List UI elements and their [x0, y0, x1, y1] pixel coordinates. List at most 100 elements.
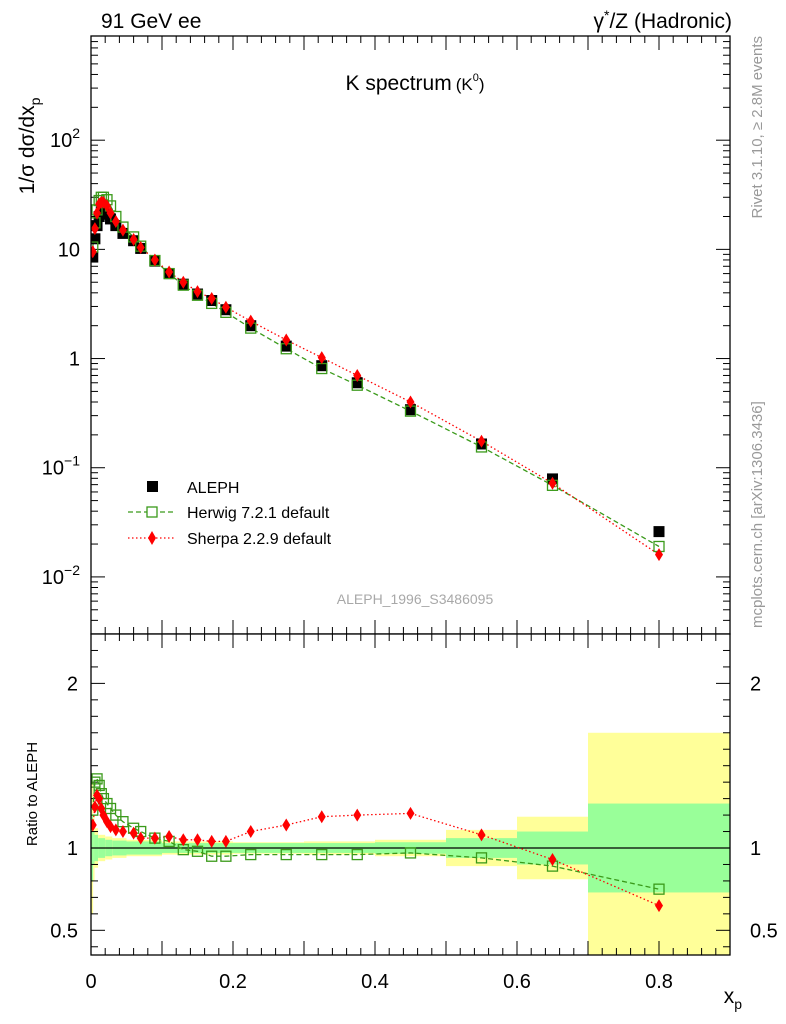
- main-point-sherpa: [106, 206, 115, 220]
- main-point-aleph: [316, 360, 328, 372]
- main-point-aleph: [351, 377, 363, 389]
- main-point-sherpa: [111, 214, 120, 228]
- main-point-sherpa: [477, 434, 486, 448]
- main-plot-background: [91, 36, 730, 634]
- ratio-point-herwig: [191, 845, 204, 857]
- x-tick-label: 0.2: [219, 971, 247, 993]
- ratio-y-tick-label: 0.5: [50, 920, 78, 942]
- main-point-sherpa: [548, 476, 557, 490]
- ratio-point-sherpa: [111, 823, 120, 837]
- main-point-sherpa: [136, 241, 145, 255]
- main-y-tick-label: 10−2: [42, 562, 80, 589]
- main-point-sherpa: [165, 265, 174, 279]
- ratio-point-sherpa: [165, 829, 174, 843]
- ratio-point-herwig: [220, 850, 232, 862]
- legend: ALEPH Herwig 7.2.1 default Sherpa 2.2.9 …: [128, 480, 332, 548]
- main-point-sherpa: [317, 351, 326, 365]
- ratio-point-sherpa: [655, 899, 663, 913]
- legend-marker-aleph: [147, 481, 158, 492]
- legend-item-herwig: Herwig 7.2.1 default: [128, 505, 330, 522]
- ratio-series-group: [91, 773, 665, 913]
- ratio-point-sherpa: [406, 806, 415, 820]
- header-left: 91 GeV ee: [101, 10, 201, 33]
- ratio-point-herwig: [316, 848, 328, 861]
- main-point-sherpa: [91, 222, 99, 236]
- ratio-point-sherpa: [548, 853, 557, 867]
- ratio-plot-frame: [90, 633, 731, 956]
- ratio-point-sherpa: [353, 808, 362, 822]
- ratio-point-herwig: [404, 847, 417, 859]
- ratio-point-sherpa: [91, 800, 99, 814]
- main-point-sherpa: [193, 285, 202, 299]
- legend-label-sherpa: Sherpa 2.2.9 default: [187, 531, 332, 548]
- main-y-tick-label: 10−1: [42, 453, 80, 480]
- ratio-point-sherpa: [136, 831, 145, 845]
- main-line-sherpa: [92, 201, 660, 556]
- main-point-sherpa: [150, 253, 159, 267]
- legend-marker-sherpa: [148, 531, 156, 545]
- ratio-point-sherpa: [150, 831, 159, 845]
- ratio-y-tick-label-right: 1: [750, 838, 761, 860]
- main-point-sherpa: [246, 314, 255, 328]
- ratio-point-herwig: [245, 848, 257, 861]
- ratio-line-herwig: [92, 777, 660, 890]
- x-tick-label: 0: [85, 971, 96, 993]
- ratio-point-sherpa: [129, 826, 138, 840]
- analysis-tag: ALEPH_1996_S3486095: [337, 591, 494, 607]
- legend-label-herwig: Herwig 7.2.1 default: [187, 505, 330, 522]
- main-point-sherpa: [179, 275, 188, 289]
- ratio-point-herwig: [93, 779, 105, 792]
- main-point-aleph: [91, 233, 101, 245]
- main-point-sherpa: [91, 245, 97, 259]
- legend-item-aleph: ALEPH: [147, 480, 239, 497]
- main-y-tick-label: 1: [69, 349, 80, 371]
- main-series-group: [91, 191, 665, 562]
- x-axis-label: xp: [724, 985, 743, 1012]
- ratio-point-herwig: [653, 883, 665, 895]
- main-point-aleph: [405, 404, 416, 416]
- ratio-point-herwig: [475, 852, 488, 864]
- header-right: γ*/Z (Hadronic): [594, 7, 732, 33]
- ratio-point-sherpa: [95, 792, 104, 806]
- ratio-point-sherpa: [477, 828, 486, 842]
- main-point-sherpa: [207, 291, 216, 305]
- main-y-tick-label: 102: [50, 125, 80, 152]
- main-point-sherpa: [353, 368, 362, 382]
- legend-label-aleph: ALEPH: [187, 480, 239, 497]
- main-point-aleph: [91, 251, 99, 263]
- main-point-sherpa: [282, 333, 291, 347]
- ratio-plot-panel: 0 0.2 0.4 0.6 0.8 0.5 0.5 1 1 2 2: [50, 633, 778, 993]
- main-point-sherpa: [129, 233, 138, 247]
- x-tick-label: 0.6: [503, 971, 531, 993]
- ratio-y-axis-label: Ratio to ALEPH: [24, 742, 41, 846]
- main-point-sherpa: [221, 300, 230, 314]
- ratio-point-herwig: [91, 776, 101, 788]
- ratio-point-sherpa: [221, 834, 230, 848]
- x-tick-label: 0.4: [361, 971, 389, 993]
- ratio-y-tick-label: 2: [67, 673, 78, 695]
- ratio-axis-ticks: 0 0.2 0.4 0.6 0.8 0.5 0.5 1 1 2 2: [50, 634, 778, 993]
- ratio-point-sherpa: [179, 833, 188, 847]
- ratio-y-tick-label-right: 0.5: [750, 920, 778, 942]
- ratio-point-sherpa: [246, 825, 255, 839]
- main-point-sherpa: [655, 548, 663, 562]
- ratio-y-tick-label-right: 2: [750, 673, 761, 695]
- ratio-point-sherpa: [282, 818, 291, 832]
- main-point-aleph: [653, 526, 665, 538]
- ratio-point-sherpa: [193, 833, 202, 847]
- side-text-rivet: Rivet 3.1.10, ≥ 2.8M events: [749, 36, 766, 219]
- main-y-axis-label: 1/σ dσ/dxp: [16, 97, 43, 194]
- ratio-y-tick-label: 1: [67, 838, 78, 860]
- ratio-point-sherpa: [317, 810, 326, 824]
- main-point-sherpa: [118, 223, 127, 237]
- legend-marker-herwig: [146, 506, 158, 518]
- main-y-tick-label: 10: [58, 239, 80, 261]
- ratio-point-herwig: [280, 848, 292, 861]
- ratio-point-sherpa: [118, 825, 127, 839]
- side-text-mcplots: mcplots.cern.ch [arXiv:1306.3436]: [749, 401, 766, 628]
- ratio-point-sherpa: [91, 818, 97, 832]
- ratio-point-herwig: [110, 809, 122, 821]
- ratio-point-herwig: [206, 850, 218, 862]
- ratio-point-sherpa: [207, 834, 216, 848]
